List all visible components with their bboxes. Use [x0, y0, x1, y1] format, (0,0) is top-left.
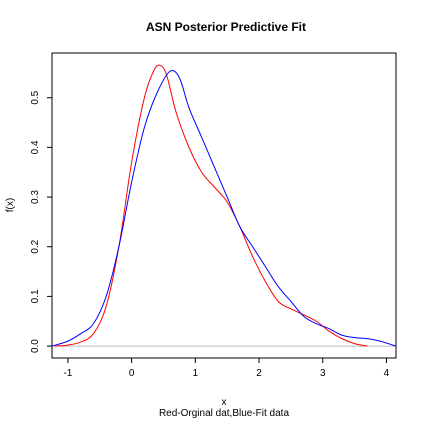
- x-axis-label: x: [222, 397, 227, 408]
- y-tick-label: 0.4: [30, 140, 41, 154]
- y-tick-label: 0.1: [30, 289, 41, 303]
- series-line-blue: [52, 69, 396, 347]
- y-tick-label: 0.2: [30, 239, 41, 253]
- x-tick-label: 1: [193, 368, 199, 379]
- x-tick-label: 0: [129, 368, 135, 379]
- x-tick-label: 3: [320, 368, 326, 379]
- x-axis: -1 0 1 2 3 4: [63, 358, 390, 379]
- x-tick-label: -1: [63, 368, 72, 379]
- plot-frame: [51, 52, 397, 359]
- y-tick-label: 0.0: [30, 339, 41, 353]
- y-axis: 0.0 0.1 0.2 0.3 0.4 0.5: [30, 90, 52, 353]
- y-tick-label: 0.3: [30, 190, 41, 204]
- x-tick-label: 4: [384, 368, 390, 379]
- series-line-red: [55, 64, 368, 347]
- chart-title: ASN Posterior Predictive Fit: [146, 20, 306, 34]
- x-tick-label: 2: [256, 368, 262, 379]
- x-axis-sublabel: Red-Orginal dat,Blue-Fit data: [159, 408, 290, 419]
- y-axis-label: f(x): [5, 198, 16, 212]
- y-tick-label: 0.5: [30, 90, 41, 104]
